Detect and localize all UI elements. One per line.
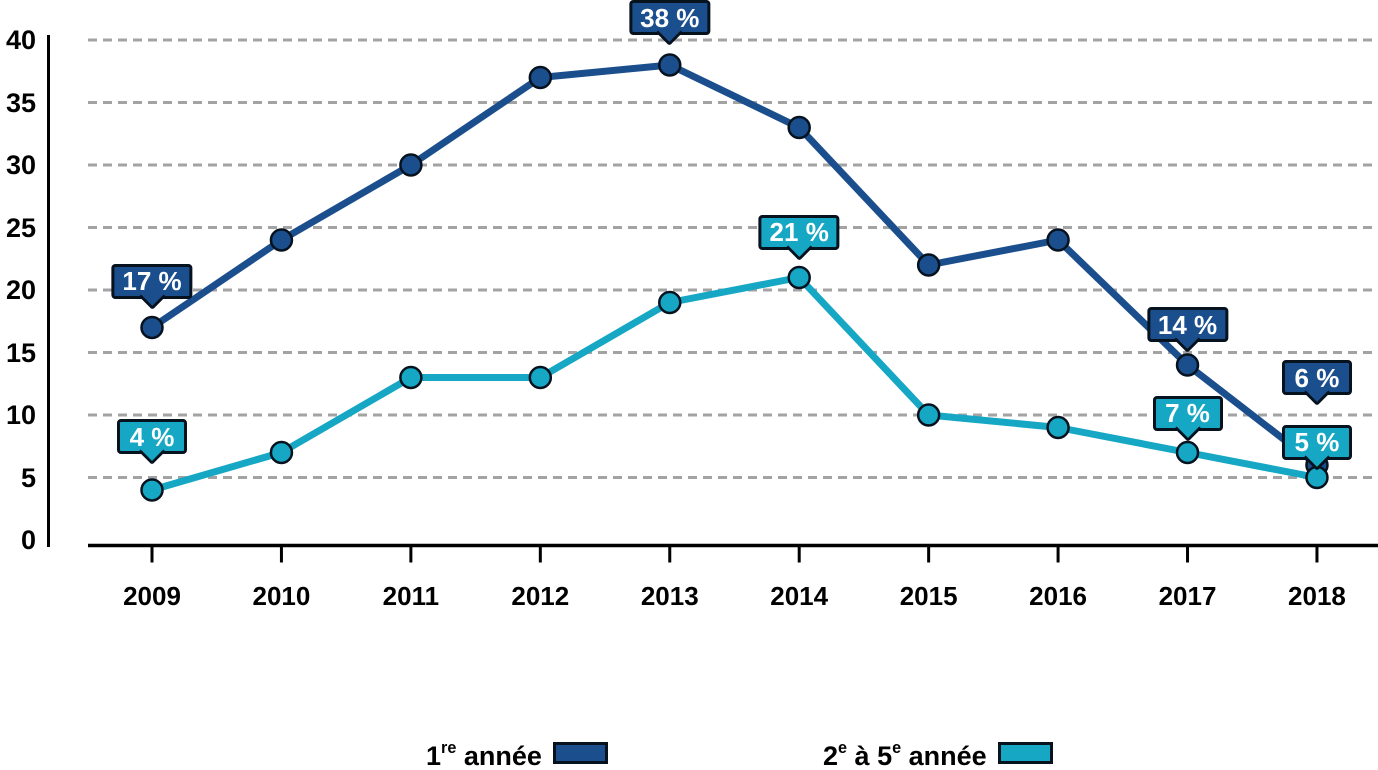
x-tick-label: 2015 — [899, 581, 958, 611]
y-tick-label: 25 — [5, 212, 36, 243]
callout-value: 6 % — [1294, 362, 1340, 393]
y-tick-label: 10 — [5, 400, 36, 430]
data-label-callout: 14 % — [1146, 307, 1229, 342]
data-label-callout: 6 % — [1281, 360, 1352, 395]
callout-value: 5 % — [1294, 427, 1340, 457]
data-label-callout: 21 % — [758, 214, 840, 250]
legend-label: 1re année — [426, 738, 542, 770]
data-label-callout: 4 % — [117, 419, 187, 454]
data-point-marker — [140, 315, 164, 340]
y-tick-label: 40 — [5, 25, 36, 55]
legend-item-years-2-5: 2e à 5e année — [823, 738, 1053, 770]
callout-value: 7 % — [1165, 398, 1210, 428]
data-point-marker — [1175, 353, 1200, 377]
data-point-marker — [1046, 228, 1070, 252]
x-tick-label: 2012 — [511, 581, 570, 611]
data-point-marker — [916, 403, 941, 427]
legend-item-first-year: 1re année — [426, 738, 608, 770]
y-tick-label: 15 — [5, 337, 36, 368]
x-tick-label: 2016 — [1029, 581, 1087, 611]
legend-color-swatch — [997, 742, 1053, 764]
data-point-marker — [658, 53, 682, 77]
y-tick-label: 35 — [5, 87, 36, 118]
data-point-marker — [269, 440, 294, 465]
data-label-callout: 5 % — [1281, 424, 1352, 460]
data-point-marker — [1175, 440, 1200, 465]
data-point-marker — [528, 65, 553, 90]
data-label-callout: 17 % — [111, 263, 193, 299]
data-point-marker — [1046, 415, 1070, 440]
x-tick-label: 2009 — [123, 581, 181, 611]
data-point-marker — [787, 115, 811, 140]
callout-value: 4 % — [129, 421, 175, 452]
legend-label: 2e à 5e année — [823, 738, 987, 770]
data-point-marker — [140, 478, 164, 502]
callout-value: 21 % — [769, 217, 829, 247]
data-point-marker — [916, 253, 941, 277]
y-tick-label: 20 — [5, 275, 36, 305]
callout-value: 14 % — [1157, 309, 1218, 340]
data-point-marker — [399, 153, 423, 177]
legend-color-swatch — [552, 742, 608, 764]
x-tick-label: 2010 — [252, 581, 311, 611]
series-line-1 — [151, 274, 1318, 494]
x-tick-label: 2011 — [382, 581, 440, 611]
x-tick-label: 2014 — [770, 581, 829, 611]
data-label-callout: 38 % — [629, 0, 711, 35]
x-tick-label: 2017 — [1158, 581, 1217, 611]
data-point-marker — [787, 265, 811, 290]
y-tick-label: 5 — [20, 462, 36, 493]
data-point-marker — [658, 290, 682, 315]
data-point-marker — [528, 365, 553, 390]
y-tick-label: 0 — [20, 525, 36, 555]
callout-value: 38 % — [640, 2, 700, 33]
callout-value: 17 % — [122, 266, 182, 296]
data-label-callout: 7 % — [1152, 395, 1223, 431]
data-point-marker — [269, 228, 294, 252]
x-tick-label: 2013 — [640, 581, 699, 611]
data-point-marker — [399, 365, 423, 390]
x-tick-label: 2018 — [1288, 581, 1346, 611]
y-tick-label: 30 — [5, 150, 36, 180]
series-line-0 — [150, 61, 1320, 468]
